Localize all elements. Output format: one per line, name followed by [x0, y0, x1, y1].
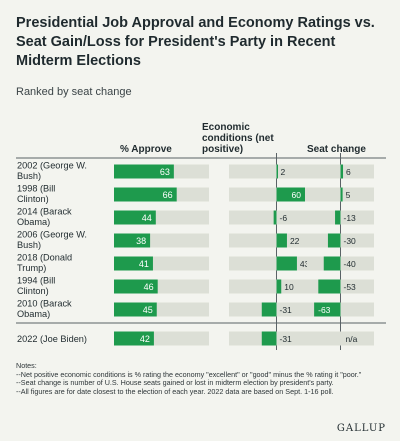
economy-value-label: 22 [290, 236, 300, 246]
seats-value-label: -53 [344, 282, 357, 292]
seats-value-label: -30 [344, 236, 357, 246]
note-line: --All figures are for date closest to th… [16, 386, 334, 396]
gallup-logo: GALLUP [336, 423, 386, 434]
notes-heading: Notes: [16, 361, 37, 370]
economy-bar [273, 210, 277, 225]
row-label: 2018 (Donald Trump) [17, 253, 72, 274]
economy-value-label: -31 [280, 334, 293, 344]
economy-bar [261, 302, 277, 317]
approve-value-label: 41 [139, 259, 149, 269]
economy-bar [276, 256, 297, 271]
seats-bar [340, 187, 343, 202]
approve-bar [114, 233, 151, 248]
approve-bar [114, 164, 174, 179]
row-label: 1994 (Bill Clinton) [17, 276, 55, 297]
approve-value-label: 45 [143, 305, 153, 315]
seats-bar [318, 279, 341, 294]
seats-value-label: -40 [344, 259, 357, 269]
approve-value-label: 66 [163, 190, 173, 200]
economy-bar [276, 233, 287, 248]
approve-value-label: 44 [142, 213, 152, 223]
approve-bar [114, 256, 153, 271]
economy-value-label: 10 [284, 282, 294, 292]
row-label: 2014 (Barack Obama) [17, 207, 72, 228]
approve-bar [114, 279, 158, 294]
economy-value-label: 2 [280, 167, 285, 177]
seats-bar [340, 164, 344, 179]
seats-bar [323, 256, 341, 271]
row-label: 1998 (Bill Clinton) [17, 184, 55, 205]
seats-bar [335, 210, 341, 225]
economy-bar [276, 187, 305, 202]
note-line: --Net positive economic conditions is % … [16, 369, 362, 379]
column-header-seats: Seat change [307, 144, 366, 155]
approve-bar [114, 302, 157, 317]
economy-bar [261, 331, 277, 346]
approve-value-label: 38 [136, 236, 146, 246]
economy-value-label: 60 [292, 190, 302, 200]
approve-bar [114, 331, 154, 346]
column-header-economy: Economic conditions (net positive) [202, 122, 274, 155]
chart-body: 2002 (George W. Bush) 63 2 6 1998 (Bill Clinto… [16, 153, 386, 350]
approve-value-label: 46 [144, 282, 154, 292]
approve-value-label: 63 [160, 167, 170, 177]
approve-bar [114, 187, 177, 202]
row-label: 2002 (George W. Bush) [17, 161, 87, 182]
economy-bar [276, 164, 278, 179]
seats-value-label: -13 [344, 213, 357, 223]
column-header-approve: % Approve [120, 144, 172, 155]
row-label: 2006 (George W. Bush) [17, 230, 87, 251]
chart-title: Presidential Job Approval and Economy Ra… [16, 15, 375, 69]
seats-track [307, 331, 374, 346]
economy-bar [276, 279, 282, 294]
economy-value-label: 43 [300, 259, 310, 269]
approve-bar [114, 210, 156, 225]
notes: Notes: --Net positive economic condition… [16, 361, 388, 396]
row-label: 2010 (Barack Obama) [17, 299, 72, 320]
economy-value-label: -6 [280, 213, 288, 223]
seats-value-label: 6 [346, 167, 351, 177]
seats-value-label: n/a [346, 334, 358, 344]
row-label: 2022 (Joe Biden) [17, 334, 87, 344]
seats-bar [314, 302, 341, 317]
chart-subtitle: Ranked by seat change [16, 86, 132, 98]
seats-value-label: -63 [318, 305, 331, 315]
approve-value-label: 42 [140, 334, 150, 344]
economy-value-label: -31 [280, 305, 293, 315]
seats-bar [327, 233, 341, 248]
note-line: --Seat change is number of U.S. House se… [16, 378, 334, 388]
seats-value-label: 5 [346, 190, 351, 200]
